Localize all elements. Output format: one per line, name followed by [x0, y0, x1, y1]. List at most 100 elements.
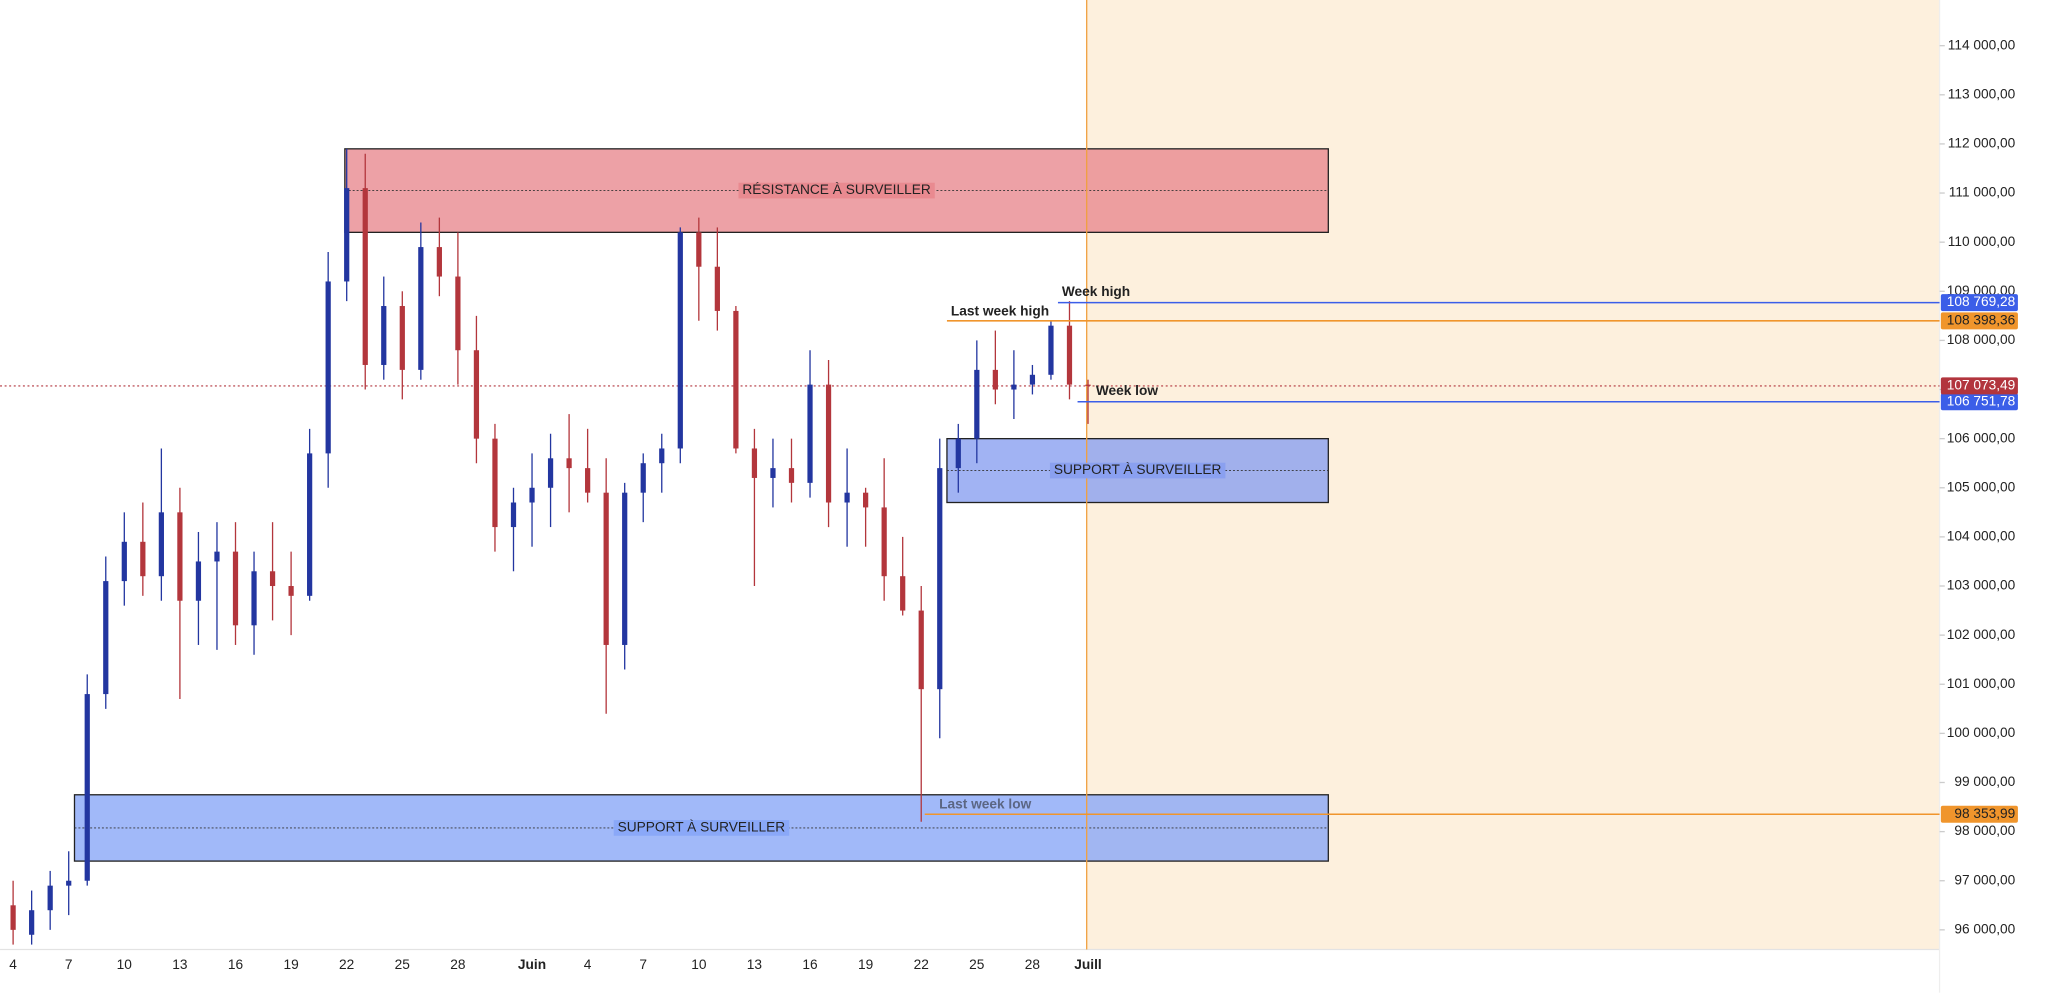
candle-body: [844, 492, 850, 503]
candle-body: [566, 458, 572, 469]
x-tick-label: 13: [747, 957, 763, 972]
candle-body: [325, 281, 331, 454]
y-tick-label: 98 000,00: [1954, 823, 2015, 838]
x-tick-label: 28: [450, 957, 466, 972]
candle-body: [29, 910, 35, 935]
price-tag-label: 106 751,78: [1947, 393, 2016, 408]
candle-body: [121, 541, 127, 582]
candle-body: [974, 369, 980, 439]
y-tick-label: 97 000,00: [1954, 872, 2015, 887]
candle-body: [825, 384, 832, 503]
candle-body: [418, 247, 424, 370]
candle-body: [177, 512, 183, 601]
y-tick-label: 96 000,00: [1954, 921, 2015, 936]
candle-body: [788, 468, 795, 483]
candle-body: [937, 468, 943, 690]
y-tick-label: 100 000,00: [1947, 725, 2016, 740]
x-tick-label: Juill: [1074, 957, 1101, 972]
price-tag-label: 98 353,99: [1954, 806, 2015, 821]
candle-body: [1048, 325, 1054, 375]
x-tick-label: 10: [117, 957, 133, 972]
candle-body: [10, 905, 16, 930]
candle-body: [473, 350, 480, 439]
candle-body: [232, 551, 239, 626]
price-tag: [1940, 294, 2018, 312]
candle-body: [640, 463, 646, 493]
y-tick-label: 105 000,00: [1947, 479, 2016, 494]
candle-body: [677, 232, 683, 449]
candle-body: [455, 276, 461, 351]
x-tick-label: 7: [639, 957, 647, 972]
y-tick-label: 110 000,00: [1948, 234, 2016, 249]
level-name: Week high: [1062, 284, 1130, 299]
candle-body: [918, 610, 924, 690]
candle-body: [381, 306, 387, 365]
y-tick-label: 111 000,00: [1949, 185, 2016, 200]
price-tag-label: 108 398,36: [1947, 312, 2016, 327]
candle-body: [140, 541, 146, 577]
candle-body: [492, 438, 498, 528]
candle-body: [251, 571, 257, 626]
candle-body: [307, 453, 313, 596]
candle-body: [399, 306, 405, 370]
zone-label: SUPPORT À SURVEILLER: [1054, 461, 1222, 477]
candle-body: [585, 468, 591, 493]
last-price-label: 107 073,49: [1947, 378, 2016, 393]
level-name: Week low: [1096, 383, 1159, 398]
candle-body: [1066, 325, 1073, 385]
y-tick-label: 102 000,00: [1947, 627, 2016, 642]
candle-body: [659, 448, 665, 464]
y-tick-label: 101 000,00: [1947, 676, 2016, 691]
x-tick-label: 16: [228, 957, 244, 972]
level-name: Last week high: [951, 303, 1049, 318]
price-tag: [1940, 377, 2018, 395]
candle-body: [1011, 384, 1017, 390]
candle-body: [269, 571, 276, 587]
candle-body: [733, 310, 739, 449]
x-tick-label: 22: [339, 957, 354, 972]
candle-body: [807, 384, 813, 483]
x-tick-label: 22: [914, 957, 929, 972]
candle-body: [84, 694, 90, 881]
zone-label-bg: [613, 820, 790, 836]
x-tick-label: 10: [691, 957, 707, 972]
y-tick-label: 104 000,00: [1947, 529, 2016, 544]
candle-body: [1085, 384, 1091, 386]
candle-body: [770, 468, 776, 478]
y-tick-label: 112 000,00: [1948, 136, 2016, 151]
candle-body: [529, 487, 535, 503]
x-tick-label: 25: [969, 957, 985, 972]
candle-body: [362, 188, 368, 365]
y-tick-label: 108 000,00: [1947, 332, 2016, 347]
zone-label: RÉSISTANCE À SURVEILLER: [742, 181, 930, 197]
price-tag: [1940, 312, 2018, 330]
candle-body: [103, 581, 109, 695]
x-tick-label: 28: [1025, 957, 1041, 972]
price-tag-label: 108 769,28: [1947, 294, 2016, 309]
x-tick-label: 16: [802, 957, 818, 972]
zone-label-bg: [738, 182, 935, 199]
candle-body: [696, 232, 702, 267]
candle-body: [714, 266, 720, 311]
x-tick-label: 4: [9, 957, 17, 972]
candle-body: [547, 458, 554, 488]
candle-body: [622, 492, 628, 645]
candle-body: [510, 502, 517, 528]
y-tick-label: 99 000,00: [1954, 774, 2015, 789]
candle-body: [863, 492, 869, 508]
candle-body: [881, 507, 887, 577]
zone-label-bg: [1049, 462, 1226, 479]
candle-body: [195, 561, 202, 601]
x-tick-label: 4: [584, 957, 592, 972]
candle-body: [47, 885, 53, 911]
y-tick-label: 106 000,00: [1947, 430, 2016, 445]
x-tick-label: 7: [65, 957, 73, 972]
candle-body: [66, 880, 72, 886]
candle-body: [1029, 374, 1036, 385]
candle-body: [992, 369, 998, 390]
price-tag: [1940, 805, 2018, 823]
candle-body: [900, 576, 906, 611]
candle-body: [288, 586, 294, 596]
zone-label: SUPPORT À SURVEILLER: [618, 819, 786, 835]
